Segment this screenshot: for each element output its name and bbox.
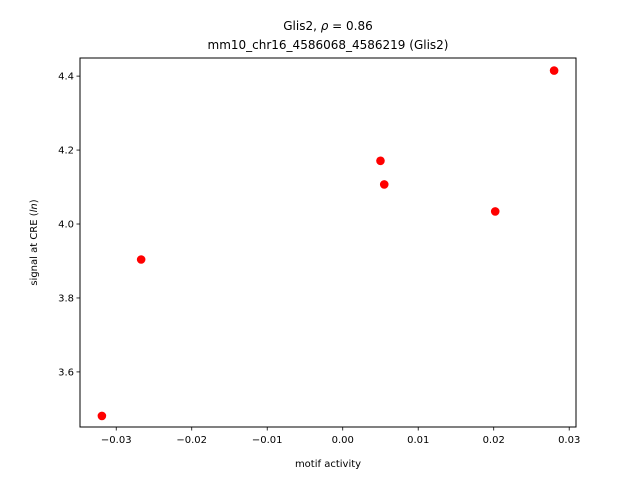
chart-title-line1: Glis2, ρ = 0.86 [283, 19, 373, 33]
y-tick-label: 4.4 [58, 72, 74, 83]
title-rho-symbol: ρ [321, 19, 329, 33]
title-prefix: Glis2, [283, 19, 320, 33]
data-point [376, 156, 385, 166]
data-point [379, 180, 389, 189]
data-point [97, 411, 107, 421]
data-point [549, 66, 559, 75]
x-tick-label: 0.00 [332, 435, 354, 446]
x-tick-label: −0.03 [101, 435, 132, 446]
y-axis-label-italic: ln [29, 203, 40, 212]
title-rho-value: = 0.86 [328, 19, 372, 33]
y-axis-label: signal at CRE (ln) [29, 199, 40, 285]
x-tick-label: −0.01 [252, 435, 283, 446]
x-axis-label: motif activity [295, 459, 361, 470]
x-tick-label: 0.03 [558, 435, 580, 446]
data-point [490, 207, 500, 216]
data-point [136, 255, 146, 264]
y-tick-label: 3.8 [58, 293, 74, 304]
y-tick-label: 4.2 [58, 146, 74, 157]
x-ticks: −0.03 −0.02 −0.01 0.00 0.01 0.02 0.03 [101, 427, 580, 446]
x-tick-label: 0.02 [483, 435, 505, 446]
y-tick-label: 3.6 [58, 367, 74, 378]
y-axis-label-suffix: ) [29, 199, 40, 203]
points-layer [97, 66, 559, 421]
chart-title-line2: mm10_chr16_4586068_4586219 (Glis2) [208, 38, 449, 52]
y-ticks: 3.6 3.8 4.0 4.2 4.4 [58, 72, 80, 378]
y-tick-label: 4.0 [58, 220, 74, 231]
y-axis-label-prefix: signal at CRE ( [29, 212, 40, 285]
x-tick-label: 0.01 [407, 435, 429, 446]
x-tick-label: −0.02 [176, 435, 207, 446]
plot-frame [79, 57, 577, 428]
